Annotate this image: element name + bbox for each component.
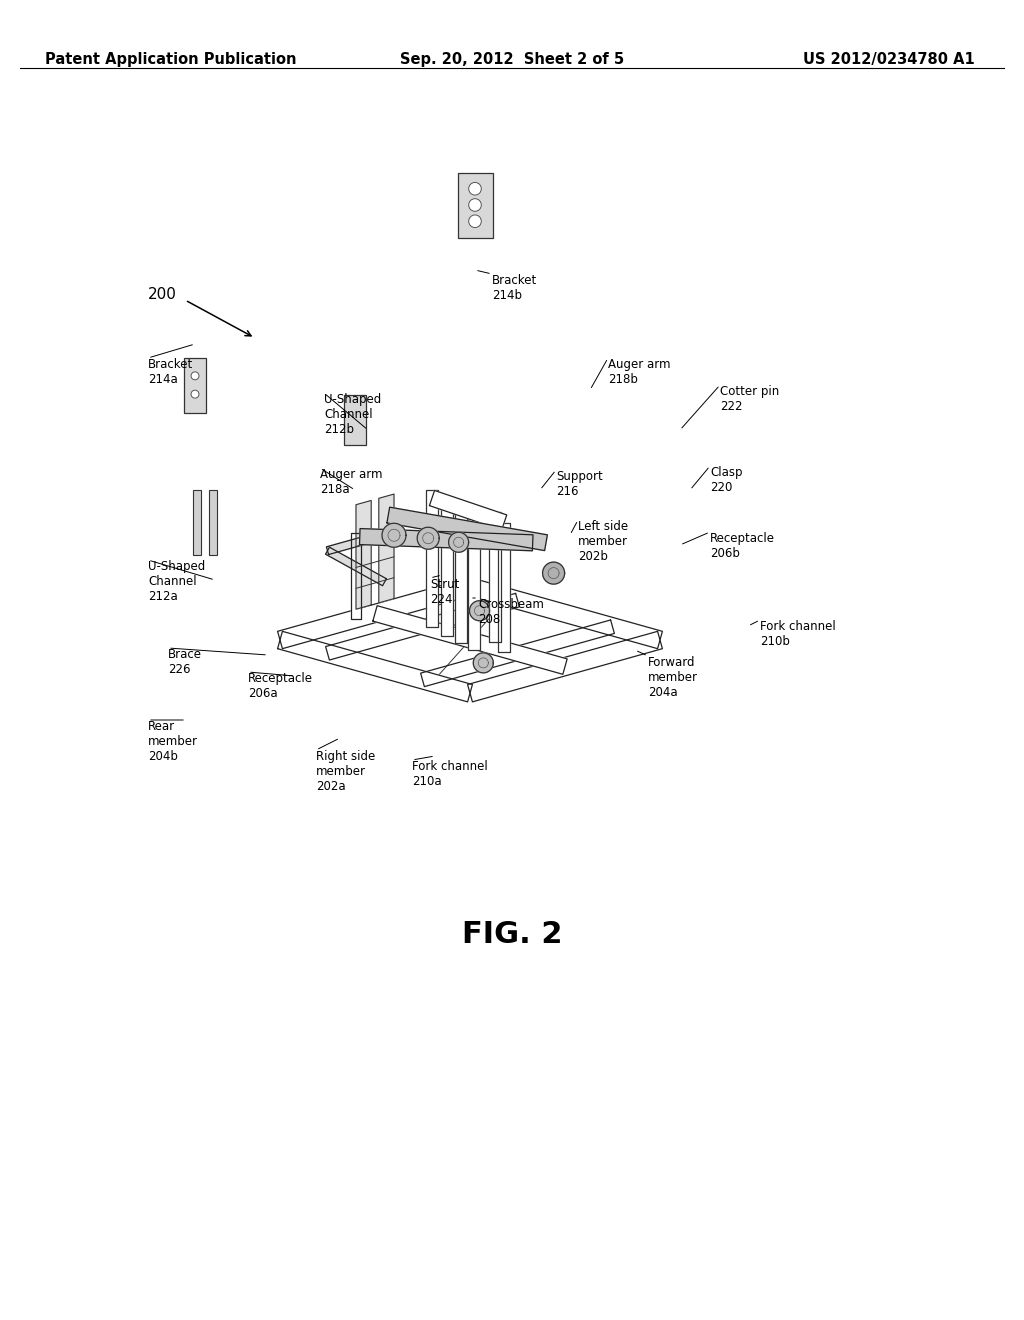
Text: Cotter pin
222: Cotter pin 222 xyxy=(720,385,779,413)
Text: Clasp
220: Clasp 220 xyxy=(710,466,742,494)
Polygon shape xyxy=(379,494,394,603)
Polygon shape xyxy=(326,594,519,660)
Polygon shape xyxy=(209,490,217,554)
Text: Auger arm
218b: Auger arm 218b xyxy=(608,358,671,385)
Polygon shape xyxy=(499,523,510,652)
Polygon shape xyxy=(455,506,467,643)
Text: Sep. 20, 2012  Sheet 2 of 5: Sep. 20, 2012 Sheet 2 of 5 xyxy=(400,51,624,67)
Text: Fork channel
210b: Fork channel 210b xyxy=(760,620,836,648)
Text: US 2012/0234780 A1: US 2012/0234780 A1 xyxy=(803,51,975,67)
Text: FIG. 2: FIG. 2 xyxy=(462,920,562,949)
Text: Patent Application Publication: Patent Application Publication xyxy=(45,51,297,67)
Polygon shape xyxy=(417,527,439,549)
Polygon shape xyxy=(426,491,438,627)
Text: Receptacle
206a: Receptacle 206a xyxy=(248,672,313,700)
Polygon shape xyxy=(326,548,386,586)
Polygon shape xyxy=(327,531,386,554)
Polygon shape xyxy=(356,500,371,610)
Polygon shape xyxy=(344,395,366,445)
Polygon shape xyxy=(468,512,480,649)
Text: Left side
member
202b: Left side member 202b xyxy=(578,520,628,564)
Polygon shape xyxy=(421,620,614,686)
Text: Bracket
214b: Bracket 214b xyxy=(492,275,538,302)
Polygon shape xyxy=(351,533,361,619)
Polygon shape xyxy=(468,578,663,648)
Circle shape xyxy=(191,391,199,399)
Polygon shape xyxy=(429,491,507,531)
Text: Support
216: Support 216 xyxy=(556,470,603,498)
Text: Strut
224: Strut 224 xyxy=(430,578,460,606)
Polygon shape xyxy=(184,358,206,412)
Polygon shape xyxy=(449,532,469,552)
Polygon shape xyxy=(458,173,493,238)
Text: Brace
226: Brace 226 xyxy=(168,648,202,676)
Text: Receptacle
206b: Receptacle 206b xyxy=(710,532,775,560)
Circle shape xyxy=(469,199,481,211)
Polygon shape xyxy=(278,578,472,648)
Text: Right side
member
202a: Right side member 202a xyxy=(316,750,375,793)
Text: U-Shaped
Channel
212b: U-Shaped Channel 212b xyxy=(324,393,381,436)
Text: Crossbeam
208: Crossbeam 208 xyxy=(478,598,544,626)
Text: U-Shaped
Channel
212a: U-Shaped Channel 212a xyxy=(148,560,205,603)
Polygon shape xyxy=(278,631,472,702)
Polygon shape xyxy=(488,512,501,642)
Polygon shape xyxy=(468,631,663,702)
Polygon shape xyxy=(543,562,564,585)
Text: Rear
member
204b: Rear member 204b xyxy=(148,719,198,763)
Text: Auger arm
218a: Auger arm 218a xyxy=(319,469,383,496)
Polygon shape xyxy=(193,490,201,554)
Polygon shape xyxy=(359,528,532,550)
Circle shape xyxy=(191,372,199,380)
Polygon shape xyxy=(382,523,406,548)
Polygon shape xyxy=(387,507,548,550)
Text: Forward
member
204a: Forward member 204a xyxy=(648,656,698,700)
Polygon shape xyxy=(373,606,567,675)
Text: 200: 200 xyxy=(148,286,177,302)
Text: Fork channel
210a: Fork channel 210a xyxy=(412,760,487,788)
Circle shape xyxy=(469,182,481,195)
Text: Bracket
214a: Bracket 214a xyxy=(148,358,194,385)
Circle shape xyxy=(469,215,481,227)
Polygon shape xyxy=(470,601,489,620)
Polygon shape xyxy=(441,499,454,636)
Polygon shape xyxy=(473,653,494,673)
